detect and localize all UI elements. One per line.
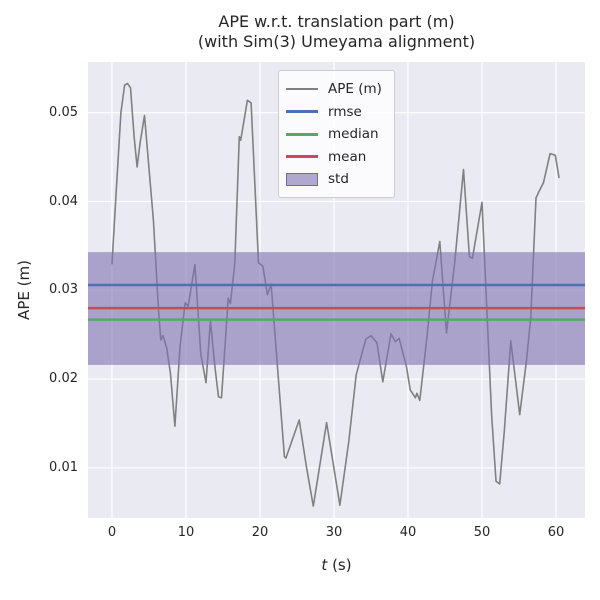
- median-line-swatch: [286, 132, 318, 136]
- legend-label-mean: mean: [328, 148, 367, 165]
- std-patch-swatch: [286, 172, 318, 186]
- y-tick-label: 0.03: [49, 282, 78, 298]
- legend-label-std: std: [328, 171, 349, 188]
- y-tick-label: 0.01: [49, 459, 78, 475]
- legend-item-mean: mean: [286, 146, 385, 169]
- rmse-line-swatch: [286, 110, 318, 114]
- chart-title-line1: APE w.r.t. translation part (m): [218, 12, 455, 31]
- legend-item-median: median: [286, 123, 385, 146]
- legend-item-ape: APE (m): [286, 78, 385, 101]
- x-tick-label: 30: [325, 525, 343, 540]
- legend-label-ape: APE (m): [328, 81, 382, 98]
- legend-label-rmse: rmse: [328, 103, 362, 120]
- x-axis-label: t (s): [88, 556, 585, 574]
- chart-title-line2: (with Sim(3) Umeyama alignment): [197, 32, 476, 51]
- legend-label-median: median: [328, 126, 379, 143]
- y-tick-label: 0.02: [49, 371, 78, 387]
- x-tick-label: 20: [251, 525, 269, 540]
- x-tick-label: 0: [107, 525, 117, 540]
- x-axis-label-symbol: t: [321, 556, 328, 574]
- legend-item-rmse: rmse: [286, 101, 385, 124]
- y-tick-label: 0.04: [49, 193, 78, 209]
- legend-item-std: std: [286, 168, 385, 191]
- x-tick-label: 10: [177, 525, 195, 540]
- mean-line-swatch: [286, 155, 318, 159]
- y-tick-label: 0.05: [49, 104, 78, 120]
- x-tick-label: 60: [547, 525, 565, 540]
- x-tick-label: 50: [473, 525, 491, 540]
- x-axis-label-unit: (s): [327, 556, 352, 574]
- legend-box: APE (m) rmse median mean std: [278, 70, 395, 198]
- ape-line-swatch: [286, 88, 318, 91]
- x-tick-label: 40: [399, 525, 417, 540]
